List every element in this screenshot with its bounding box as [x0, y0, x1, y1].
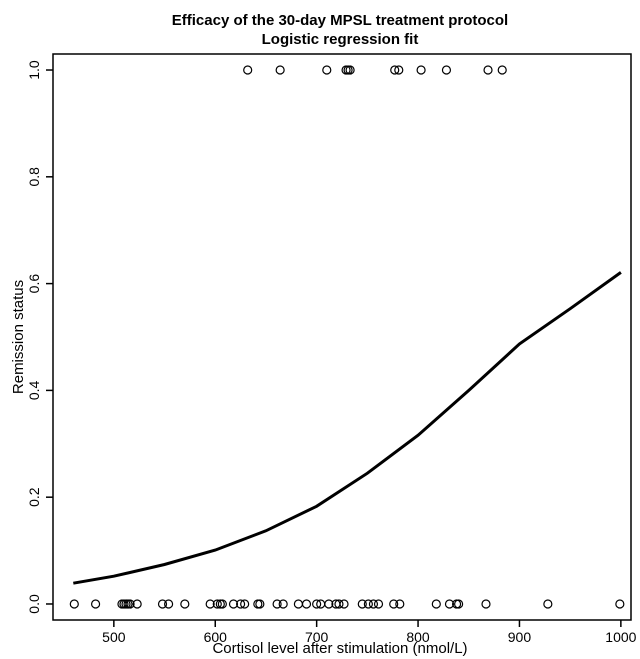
data-point	[334, 599, 344, 609]
data-point	[416, 65, 426, 75]
data-point	[235, 599, 246, 609]
y-tick-label: 0.8	[26, 167, 42, 187]
y-tick-label: 0.4	[26, 380, 42, 400]
y-axis-label: Remission status	[10, 280, 27, 394]
data-point	[441, 65, 452, 75]
data-point	[345, 65, 355, 75]
y-tick-label: 1.0	[26, 60, 42, 80]
data-point	[278, 599, 288, 609]
y-tick-label: 0.2	[26, 487, 42, 507]
y-axis: 0.0 0.2 0.4 0.6 0.8 1.0	[26, 60, 53, 614]
y-tick-label: 0.0	[26, 594, 42, 614]
data-point	[373, 599, 384, 609]
data-point	[164, 599, 174, 609]
data-point	[69, 599, 79, 609]
data-point	[339, 599, 349, 609]
data-point	[394, 65, 404, 75]
data-point	[243, 65, 253, 75]
data-point	[125, 599, 135, 609]
data-point	[483, 65, 493, 75]
plot-frame	[52, 53, 632, 621]
data-point	[212, 599, 222, 609]
data-point	[363, 599, 373, 609]
data-point	[454, 599, 464, 609]
data-point	[132, 599, 142, 609]
data-point	[157, 599, 168, 609]
data-point	[324, 599, 334, 609]
data-point	[240, 599, 250, 609]
data-point	[90, 599, 101, 609]
x-tick-label: 1000	[605, 629, 636, 645]
x-tick-label: 800	[406, 629, 430, 645]
data-point	[431, 599, 441, 609]
chart-subtitle: Logistic regression fit	[262, 31, 419, 48]
y-tick-label: 0.6	[26, 274, 42, 294]
data-point	[228, 599, 239, 609]
data-point	[255, 599, 265, 609]
data-point	[357, 599, 367, 609]
data-point	[275, 65, 285, 75]
data-point	[390, 65, 400, 75]
data-point	[205, 599, 215, 609]
data-point	[180, 599, 190, 609]
data-point	[301, 599, 312, 609]
x-tick-label: 500	[102, 629, 126, 645]
data-point	[395, 599, 405, 609]
data-point	[217, 599, 227, 609]
data-point	[481, 599, 491, 609]
data-point	[312, 599, 322, 609]
data-point	[272, 599, 282, 609]
x-tick-label: 900	[508, 629, 532, 645]
data-point	[497, 65, 507, 75]
x-tick-label: 600	[204, 629, 228, 645]
data-point	[444, 599, 455, 609]
data-point	[543, 599, 553, 609]
data-point	[368, 599, 379, 609]
x-axis-label: Cortisol level after stimulation (nmol/L…	[212, 640, 467, 657]
chart-title: Efficacy of the 30-day MPSL treatment pr…	[172, 12, 508, 29]
data-point	[389, 599, 399, 609]
data-point	[322, 65, 332, 75]
data-point	[293, 599, 303, 609]
x-axis: 500 600 700 800 900 1000	[102, 620, 637, 645]
data-point	[615, 599, 625, 609]
x-tick-label: 700	[305, 629, 329, 645]
data-points	[69, 65, 625, 609]
logistic-fit-line	[73, 271, 622, 585]
